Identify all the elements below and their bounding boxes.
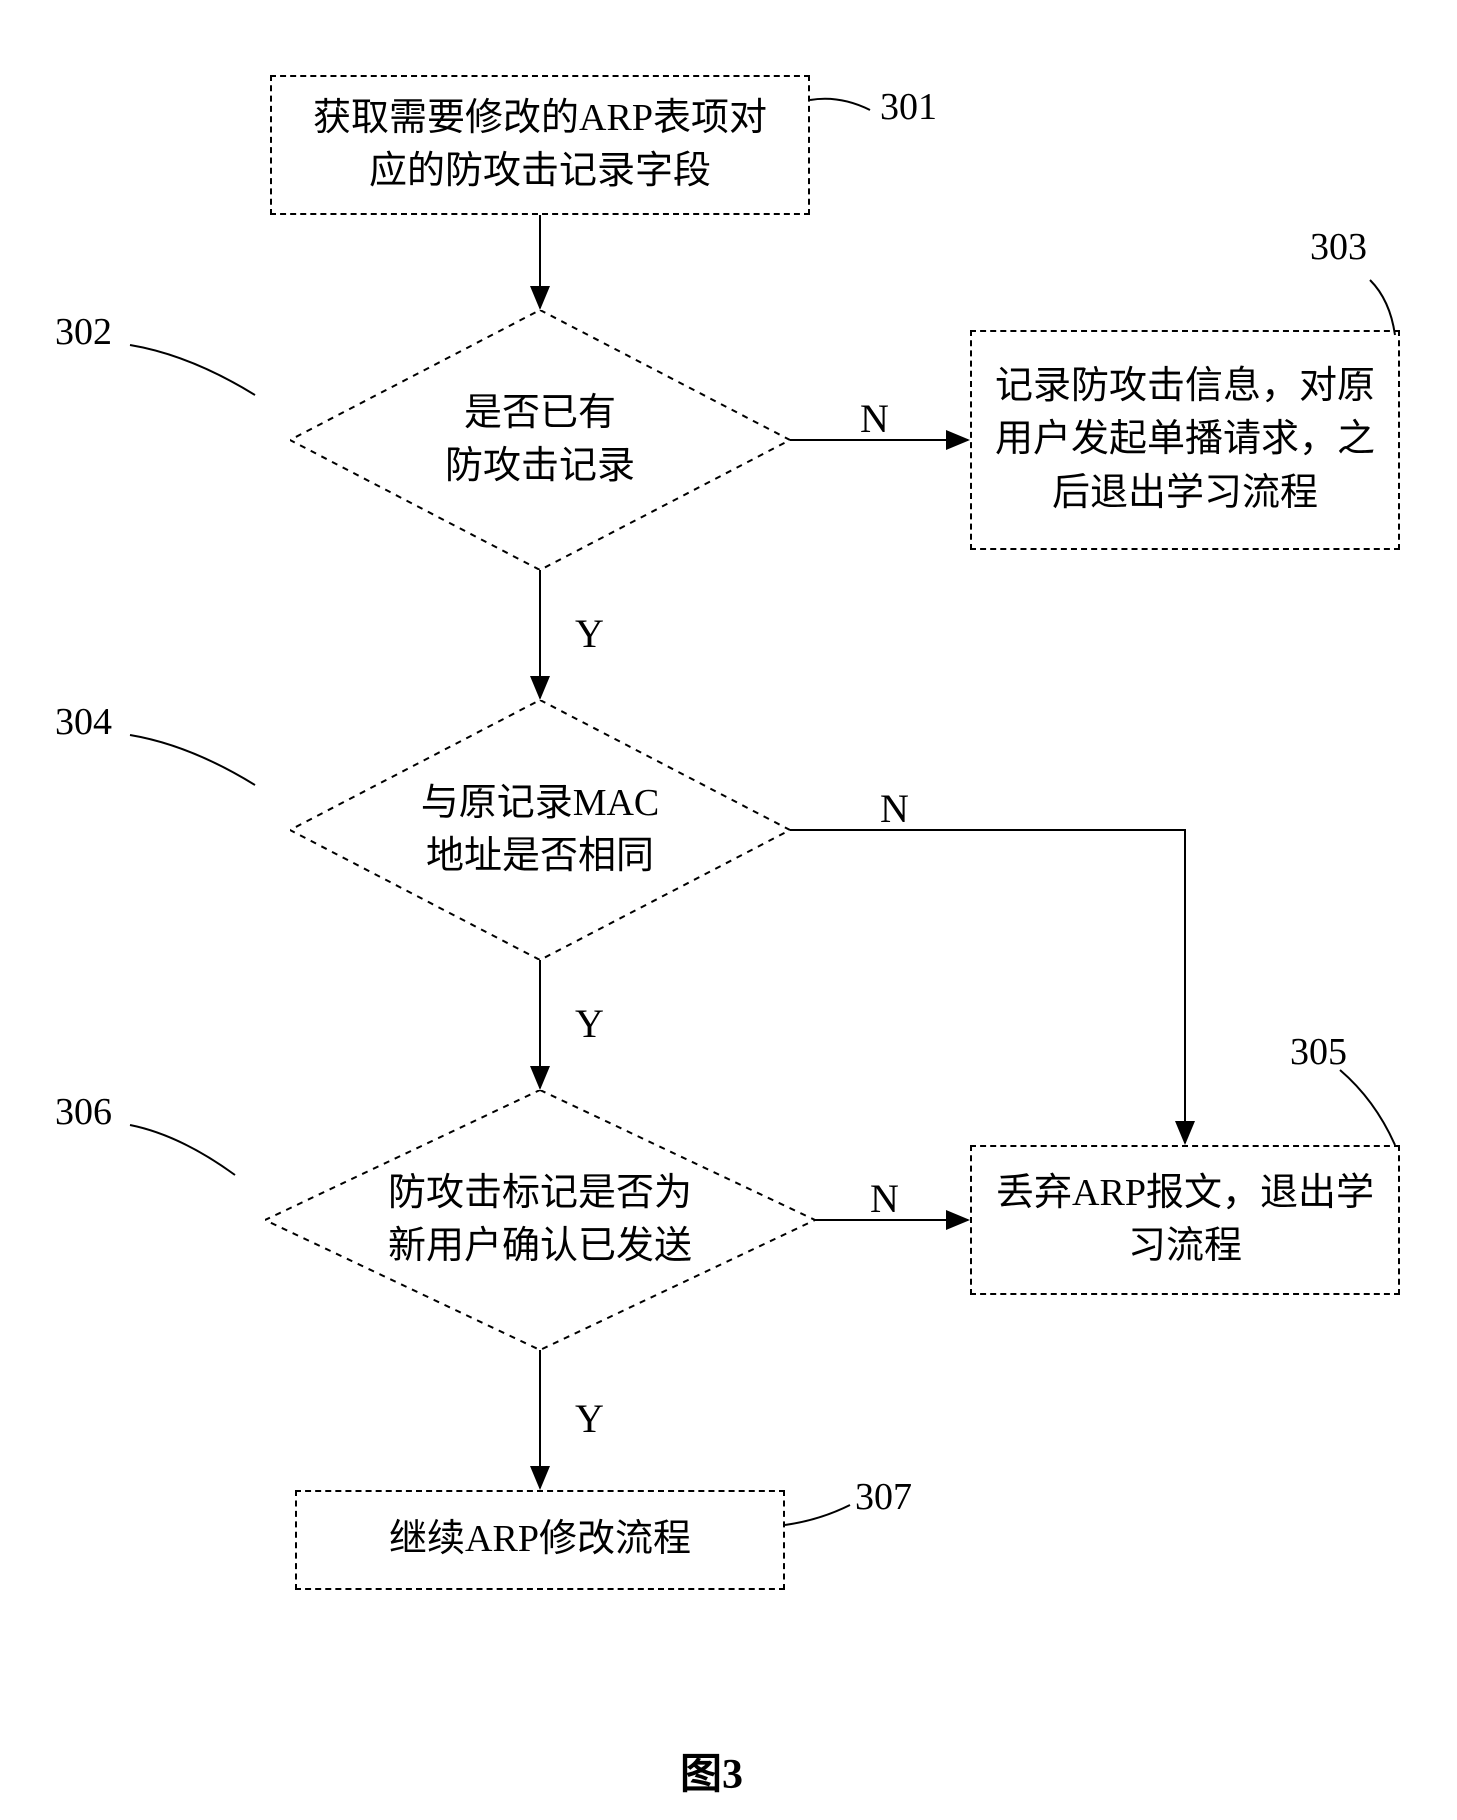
label-301: 301 [880, 85, 937, 129]
flowchart-canvas: 获取需要修改的ARP表项对 应的防攻击记录字段 301 是否已有 防攻击记录 3… [0, 0, 1457, 1820]
node-304-line2: 地址是否相同 [426, 835, 654, 877]
edge-label-y3: Y [575, 1395, 604, 1442]
node-301-line2: 应的防攻击记录字段 [369, 150, 711, 192]
label-302: 302 [55, 310, 112, 354]
node-307-line1: 继续ARP修改流程 [389, 1518, 691, 1560]
node-303: 记录防攻击信息，对原 用户发起单播请求，之 后退出学习流程 [970, 330, 1400, 550]
node-301: 获取需要修改的ARP表项对 应的防攻击记录字段 [270, 75, 810, 215]
node-306: 防攻击标记是否为 新用户确认已发送 [265, 1090, 815, 1350]
node-303-line1: 记录防攻击信息，对原 [995, 365, 1375, 407]
edge-label-y2: Y [575, 1000, 604, 1047]
node-302-line1: 是否已有 [464, 392, 616, 434]
edge-label-n2: N [880, 785, 909, 832]
node-301-line1: 获取需要修改的ARP表项对 [313, 97, 767, 139]
node-304: 与原记录MAC 地址是否相同 [290, 700, 790, 960]
label-305: 305 [1290, 1030, 1347, 1074]
edge-label-n1: N [860, 395, 889, 442]
node-302-line2: 防攻击记录 [445, 445, 635, 487]
node-303-line3: 后退出学习流程 [1052, 472, 1318, 514]
node-307: 继续ARP修改流程 [295, 1490, 785, 1590]
node-302: 是否已有 防攻击记录 [290, 310, 790, 570]
label-304: 304 [55, 700, 112, 744]
label-306: 306 [55, 1090, 112, 1134]
node-303-line2: 用户发起单播请求，之 [995, 418, 1375, 460]
node-304-line1: 与原记录MAC [421, 782, 660, 824]
node-305-line2: 习流程 [1128, 1225, 1242, 1267]
label-303: 303 [1310, 225, 1367, 269]
node-306-line2: 新用户确认已发送 [388, 1225, 692, 1267]
label-307: 307 [855, 1475, 912, 1519]
node-305-line1: 丢弃ARP报文，退出学 [996, 1172, 1374, 1214]
node-305: 丢弃ARP报文，退出学 习流程 [970, 1145, 1400, 1295]
node-306-line1: 防攻击标记是否为 [388, 1172, 692, 1214]
figure-caption: 图3 [680, 1740, 743, 1801]
edge-label-y1: Y [575, 610, 604, 657]
edge-label-n3: N [870, 1175, 899, 1222]
